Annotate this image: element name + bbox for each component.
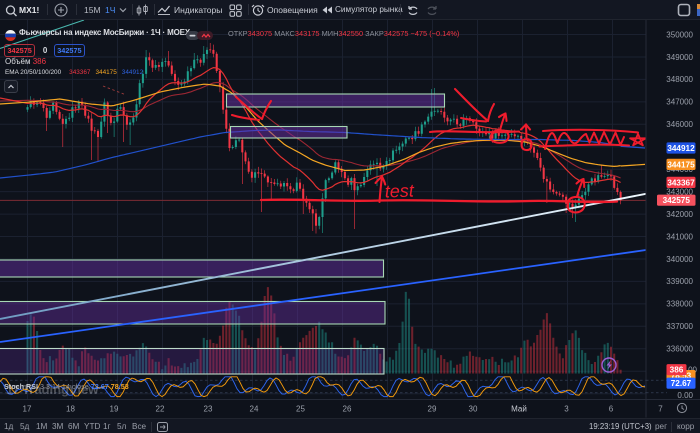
svg-text:342575: 342575 [663, 196, 691, 205]
svg-text:26: 26 [343, 404, 352, 413]
svg-text:344175: 344175 [667, 160, 695, 169]
svg-text:348000: 348000 [666, 75, 693, 84]
svg-text:25: 25 [296, 404, 305, 413]
svg-text:6: 6 [609, 404, 614, 413]
svg-text:339000: 339000 [666, 277, 693, 286]
svg-text:350000: 350000 [666, 30, 693, 39]
svg-text:336000: 336000 [666, 345, 693, 354]
svg-text:3: 3 [564, 404, 569, 413]
svg-text:29: 29 [428, 404, 437, 413]
svg-text:17: 17 [23, 404, 32, 413]
svg-text:Май: Май [511, 404, 527, 413]
svg-text:344912: 344912 [667, 144, 695, 153]
svg-text:72.67: 72.67 [671, 379, 692, 388]
svg-text:342000: 342000 [666, 210, 693, 219]
svg-text:30: 30 [469, 404, 478, 413]
svg-text:343367: 343367 [667, 178, 695, 187]
svg-text:7: 7 [658, 404, 663, 413]
svg-text:test: test [384, 180, 415, 201]
svg-text:18: 18 [66, 404, 75, 413]
svg-text:78.53: 78.53 [671, 372, 692, 381]
svg-text:349000: 349000 [666, 53, 693, 62]
svg-text:347000: 347000 [666, 98, 693, 107]
svg-text:346000: 346000 [666, 120, 693, 129]
svg-text:0.00: 0.00 [677, 391, 693, 400]
svg-text:337000: 337000 [666, 322, 693, 331]
svg-text:22: 22 [156, 404, 165, 413]
svg-text:386: 386 [670, 366, 684, 375]
svg-text:338000: 338000 [666, 300, 693, 309]
svg-text:341000: 341000 [666, 232, 693, 241]
svg-text:24: 24 [250, 404, 259, 413]
svg-text:23: 23 [204, 404, 213, 413]
svg-text:340000: 340000 [666, 255, 693, 264]
svg-text:19: 19 [110, 404, 119, 413]
svg-text:343000: 343000 [666, 187, 693, 196]
